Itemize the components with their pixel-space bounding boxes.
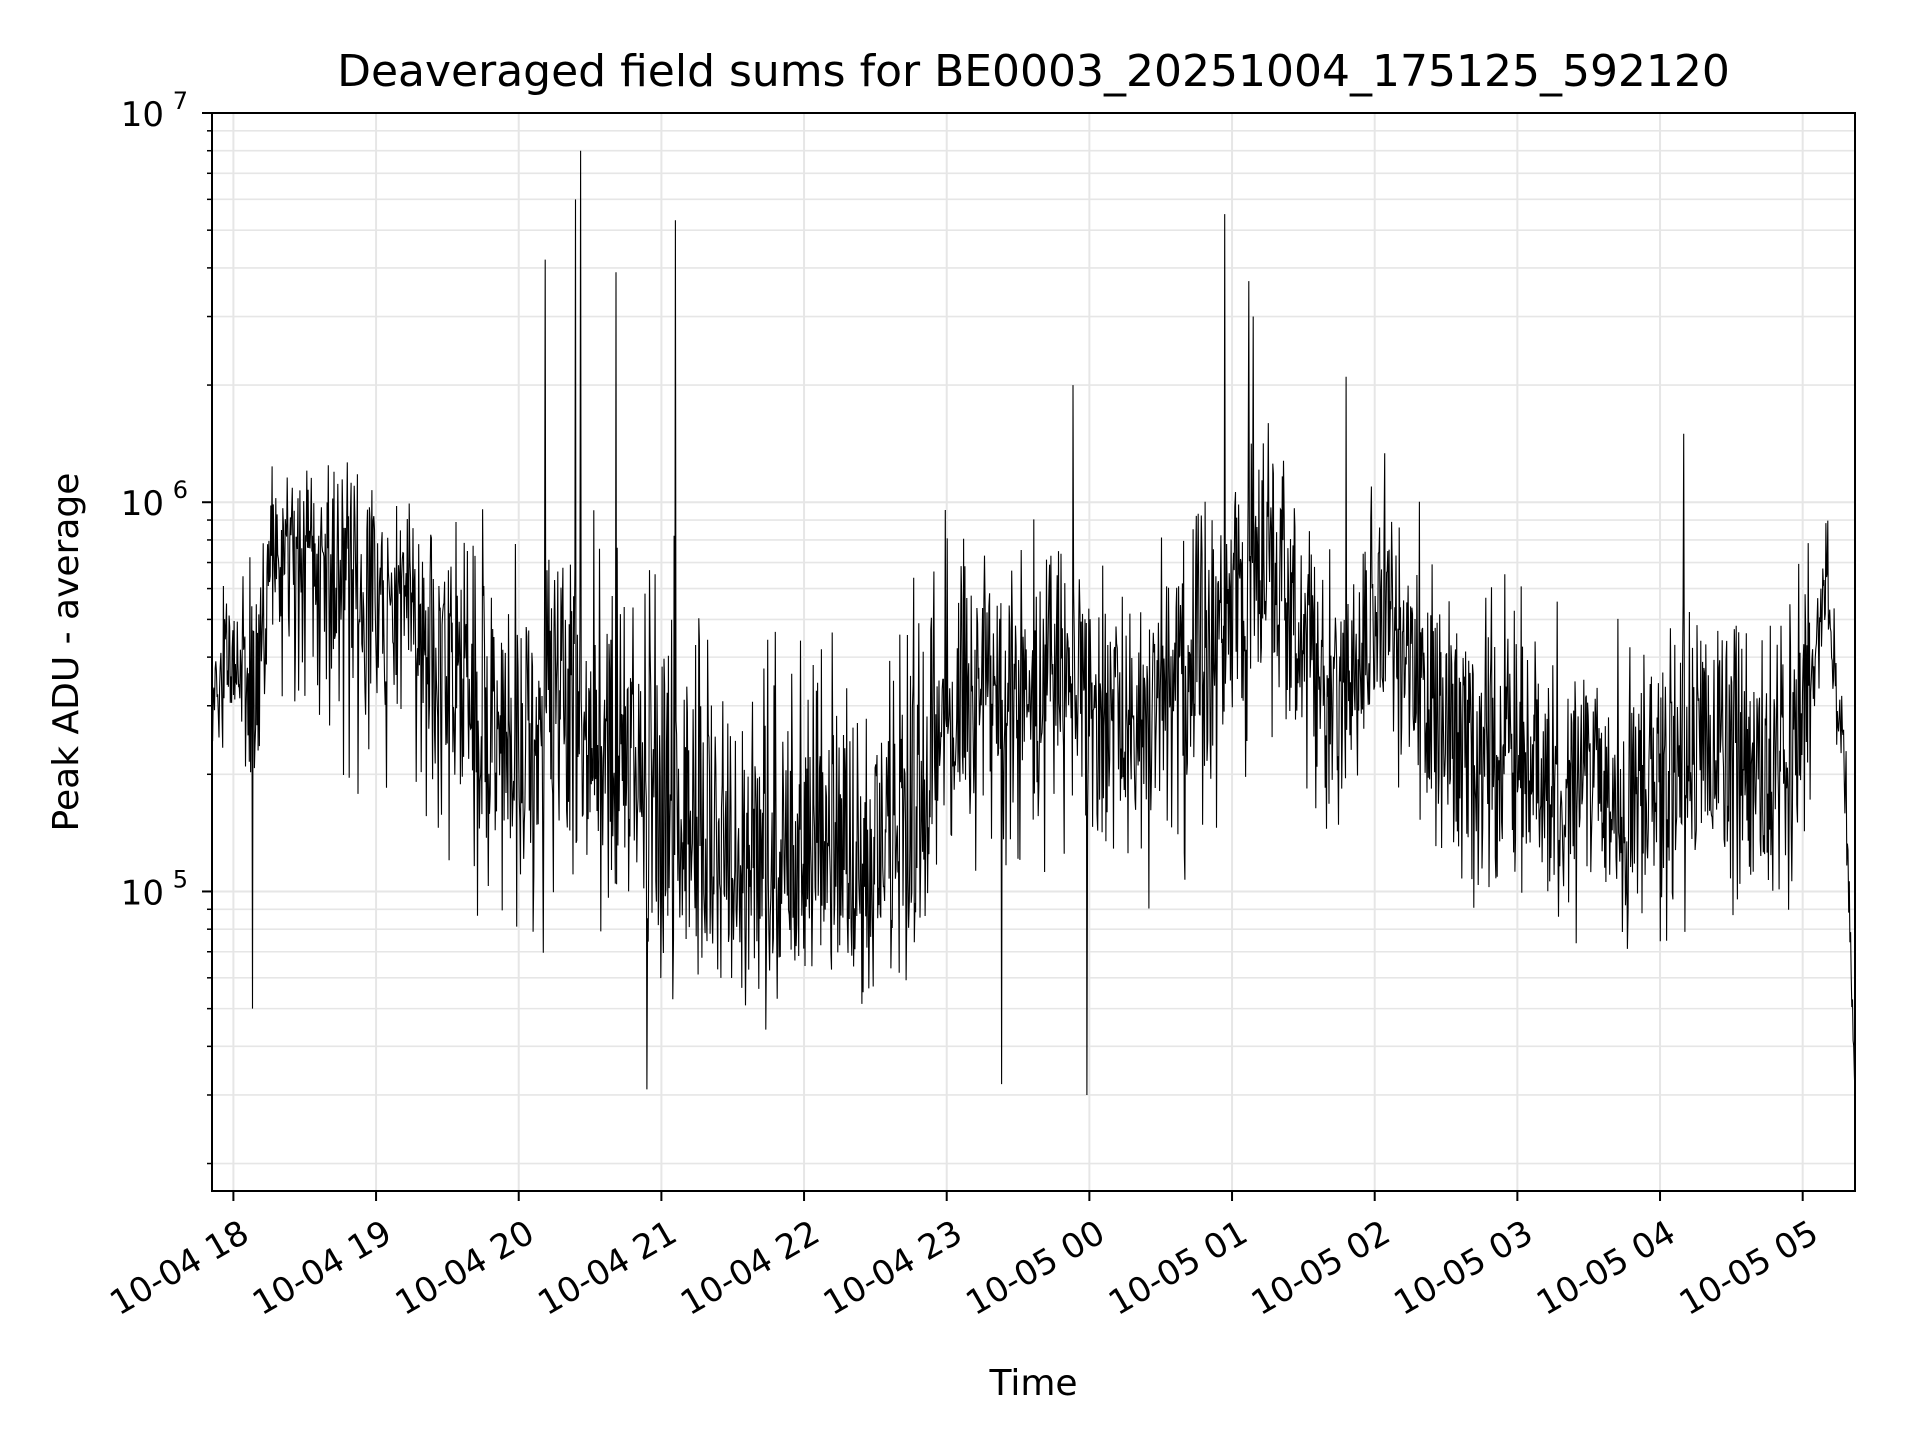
data-line — [211, 150, 1856, 1096]
x-axis-label: Time — [988, 1363, 1077, 1404]
y-tick-exponent: 7 — [173, 87, 188, 115]
y-tick-base: 10 — [121, 873, 164, 913]
y-tick-exponent: 6 — [173, 476, 188, 504]
y-tick-label: 10 — [121, 484, 164, 524]
data-series — [211, 150, 1856, 1096]
chart-title: Deaveraged field sums for BE0003_2025100… — [337, 46, 1730, 97]
y-tick-exponent: 5 — [173, 865, 188, 893]
y-axis-label: Peak ADU - average — [46, 473, 87, 832]
y-tick-label: 10 — [121, 95, 164, 135]
plot-frame — [211, 112, 1856, 1192]
y-tick-base: 10 — [121, 95, 164, 135]
y-tick-label: 10 — [121, 873, 164, 913]
y-tick-base: 10 — [121, 484, 164, 524]
